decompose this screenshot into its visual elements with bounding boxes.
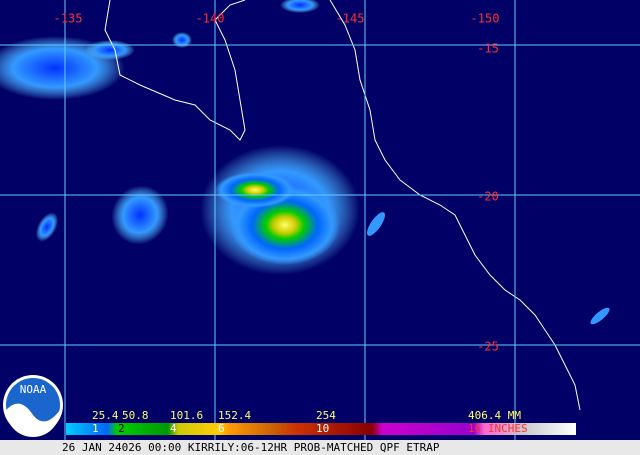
color-bar <box>66 423 576 435</box>
lon-label: -145 <box>336 12 365 26</box>
footer-caption: 26 JAN 24026 00:00 KIRRILY:06-12HR PROB-… <box>62 441 440 454</box>
inch-label: 16 INCHES <box>468 422 528 435</box>
mm-label: 101.6 <box>170 409 203 422</box>
mm-label: 50.8 <box>122 409 149 422</box>
mm-label: 254 <box>316 409 336 422</box>
lon-label: -135 <box>54 12 83 26</box>
inch-label: 1 <box>92 422 99 435</box>
inch-label: 6 <box>218 422 225 435</box>
coastline <box>104 0 246 141</box>
logo-text: NOAA <box>20 383 47 396</box>
lat-label: -15 <box>477 42 499 56</box>
inch-label: 2 <box>118 422 125 435</box>
lon-label: -140 <box>196 12 225 26</box>
noaa-logo: NOAA <box>3 375 63 437</box>
lat-label: -25 <box>477 340 499 354</box>
mm-label: 152.4 <box>218 409 251 422</box>
footer-bar <box>0 440 640 455</box>
graticule <box>0 0 640 440</box>
inch-label: 4 <box>170 422 177 435</box>
lon-label: -150 <box>471 12 500 26</box>
inch-label: 10 <box>316 422 329 435</box>
mm-label: 406.4 MM <box>468 409 521 422</box>
lat-label: -20 <box>477 190 499 204</box>
mm-label: 25.4 <box>92 409 119 422</box>
